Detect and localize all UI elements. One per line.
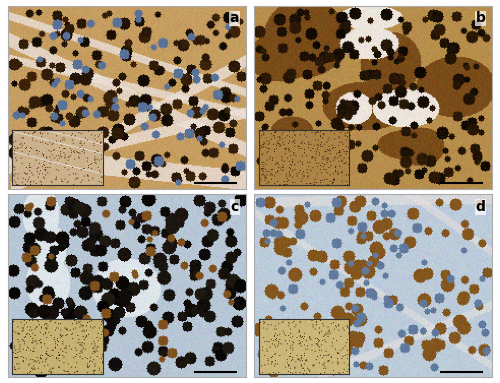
Text: a: a	[230, 11, 239, 25]
Text: b: b	[476, 11, 486, 25]
Text: d: d	[476, 200, 486, 214]
Text: c: c	[231, 200, 239, 214]
